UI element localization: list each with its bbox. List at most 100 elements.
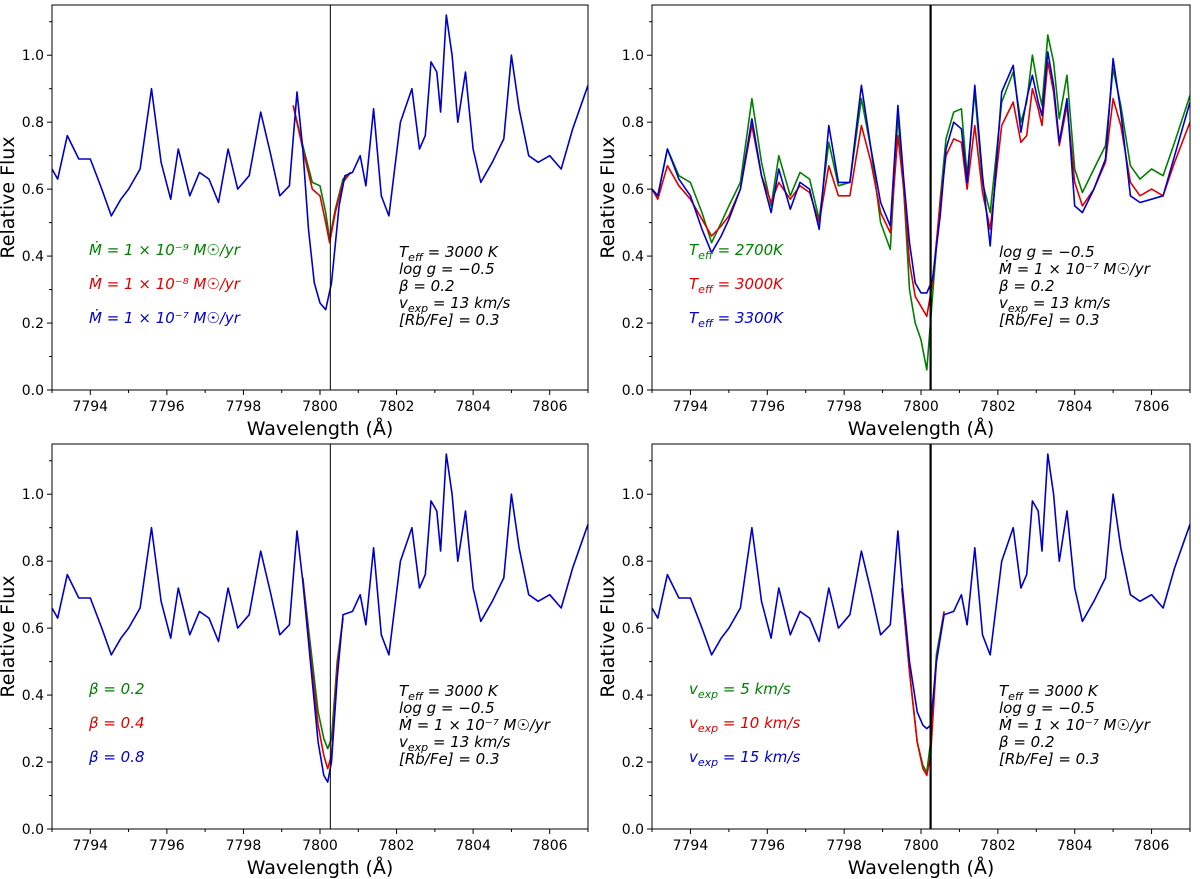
- param-line-2: log g = −0.5: [999, 699, 1095, 717]
- param-line-4: vexp = 13 km/s: [399, 733, 510, 754]
- param-line-4: β = 0.2: [998, 733, 1055, 751]
- x-tick-label: 7800: [903, 399, 939, 415]
- param-line-2: log g = −0.5: [399, 699, 495, 717]
- x-axis-label: Wavelength (Å): [848, 417, 995, 440]
- x-axis-label: Wavelength (Å): [848, 856, 995, 879]
- param-line-1: log g = −0.5: [999, 243, 1095, 261]
- chart-panel-panel-vexp: 0.0 0.2 0.4 0.6 0.8 1.0 7794 7796 7798 7800 7802 78…: [597, 443, 1191, 879]
- param-line-1: Teff = 3000 K: [399, 682, 499, 703]
- series-group: [52, 14, 588, 311]
- chart-panel-panel-mdot: 0.0 0.2 0.4 0.6 0.8 1.0 7794 7796 7798 7800 7802 78…: [0, 4, 589, 440]
- series-line-3: [652, 51, 1190, 294]
- legend-entry-3: β = 0.8: [88, 748, 145, 766]
- x-tick-label: 7802: [980, 399, 1016, 415]
- y-tick-label: 0.4: [22, 249, 44, 265]
- x-tick-label: 7802: [379, 838, 415, 854]
- legend-entry-1: vexp = 5 km/s: [689, 680, 791, 701]
- y-tick-label: 1.0: [22, 48, 44, 64]
- series-group: [52, 453, 588, 783]
- chart-panel-panel-teff: 0.0 0.2 0.4 0.6 0.8 1.0 7794 7796 7798 7800 7802 78…: [597, 4, 1191, 440]
- y-tick-label: 0.2: [622, 316, 644, 332]
- y-tick-label: 1.0: [22, 487, 44, 503]
- x-tick-label: 7794: [673, 399, 709, 415]
- legend-entry-1: Ṁ = 1 × 10⁻⁹ M☉/yr: [89, 240, 241, 259]
- x-tick-label: 7798: [826, 838, 862, 854]
- y-tick-label: 0.0: [622, 822, 644, 838]
- param-line-3: Ṁ = 1 × 10⁻⁷ M☉/yr: [999, 715, 1151, 734]
- y-axis-label: Relative Flux: [0, 575, 19, 697]
- legend-entry-1: Teff = 2700K: [689, 241, 784, 262]
- legend-entry-2: β = 0.4: [88, 714, 145, 732]
- y-tick-label: 0.4: [22, 688, 44, 704]
- param-line-3: β = 0.2: [398, 277, 455, 295]
- legend-entry-3: Ṁ = 1 × 10⁻⁷ M☉/yr: [89, 308, 241, 327]
- param-line-5: [Rb/Fe] = 0.3: [399, 311, 500, 329]
- y-tick-label: 0.2: [22, 755, 44, 771]
- x-tick-label: 7806: [1134, 399, 1170, 415]
- series-line-2: [901, 587, 945, 777]
- param-line-4: vexp = 13 km/s: [999, 294, 1110, 315]
- series-line-1: [901, 587, 945, 773]
- x-axis-label: Wavelength (Å): [247, 856, 394, 879]
- x-tick-label: 7794: [673, 838, 709, 854]
- series-group: [652, 34, 1190, 371]
- y-tick-label: 0.8: [622, 554, 644, 570]
- y-axis-label: Relative Flux: [597, 575, 619, 697]
- series-line-1: [652, 34, 1190, 371]
- param-line-1: Teff = 3000 K: [399, 243, 499, 264]
- plot-frame: [51, 443, 589, 830]
- x-tick-label: 7796: [149, 838, 185, 854]
- y-tick-label: 0.6: [622, 182, 644, 198]
- x-tick-label: 7794: [72, 838, 108, 854]
- param-line-4: vexp = 13 km/s: [399, 294, 510, 315]
- chart-panel-panel-beta: 0.0 0.2 0.4 0.6 0.8 1.0 7794 7796 7798 7800 7802 78…: [0, 443, 589, 879]
- x-tick-label: 7802: [980, 838, 1016, 854]
- x-tick-label: 7804: [1057, 838, 1093, 854]
- y-axis-label: Relative Flux: [0, 136, 19, 258]
- y-tick-label: 0.6: [622, 621, 644, 637]
- y-tick-label: 0.2: [22, 316, 44, 332]
- legend-entry-2: Teff = 3000K: [689, 275, 784, 296]
- y-tick-label: 0.4: [622, 249, 644, 265]
- x-tick-label: 7804: [455, 838, 491, 854]
- param-line-3: Ṁ = 1 × 10⁻⁷ M☉/yr: [399, 715, 551, 734]
- x-tick-label: 7804: [455, 399, 491, 415]
- plot-frame: [651, 443, 1191, 830]
- y-tick-label: 0.8: [22, 115, 44, 131]
- x-tick-label: 7798: [826, 399, 862, 415]
- x-tick-label: 7804: [1057, 399, 1093, 415]
- x-tick-label: 7806: [532, 399, 568, 415]
- y-tick-label: 0.0: [22, 383, 44, 399]
- y-tick-label: 0.6: [22, 621, 44, 637]
- x-tick-label: 7806: [532, 838, 568, 854]
- y-tick-label: 1.0: [622, 48, 644, 64]
- param-line-5: [Rb/Fe] = 0.3: [399, 750, 500, 768]
- y-tick-label: 0.0: [622, 383, 644, 399]
- x-tick-label: 7800: [302, 838, 338, 854]
- x-tick-label: 7798: [226, 399, 262, 415]
- x-axis-label: Wavelength (Å): [247, 417, 394, 440]
- param-line-2: Ṁ = 1 × 10⁻⁷ M☉/yr: [999, 259, 1151, 278]
- legend-entry-3: Teff = 3300K: [689, 309, 784, 330]
- param-line-2: log g = −0.5: [399, 260, 495, 278]
- y-tick-label: 0.2: [622, 755, 644, 771]
- y-tick-label: 0.6: [22, 182, 44, 198]
- x-tick-label: 7800: [903, 838, 939, 854]
- param-line-1: Teff = 3000 K: [999, 682, 1099, 703]
- y-tick-label: 0.0: [22, 822, 44, 838]
- series-line-3: [52, 14, 588, 311]
- x-tick-label: 7794: [72, 399, 108, 415]
- x-tick-label: 7796: [749, 399, 785, 415]
- param-line-3: β = 0.2: [998, 277, 1055, 295]
- legend-entry-2: vexp = 10 km/s: [689, 714, 800, 735]
- series-line-1: [302, 577, 344, 750]
- x-tick-label: 7796: [149, 399, 185, 415]
- legend-entry-2: Ṁ = 1 × 10⁻⁸ M☉/yr: [89, 274, 241, 293]
- param-line-5: [Rb/Fe] = 0.3: [999, 750, 1100, 768]
- legend-entry-3: vexp = 15 km/s: [689, 748, 800, 769]
- param-line-5: [Rb/Fe] = 0.3: [999, 311, 1100, 329]
- x-tick-label: 7800: [302, 399, 338, 415]
- y-axis-label: Relative Flux: [597, 136, 619, 258]
- series-line-2: [292, 105, 352, 244]
